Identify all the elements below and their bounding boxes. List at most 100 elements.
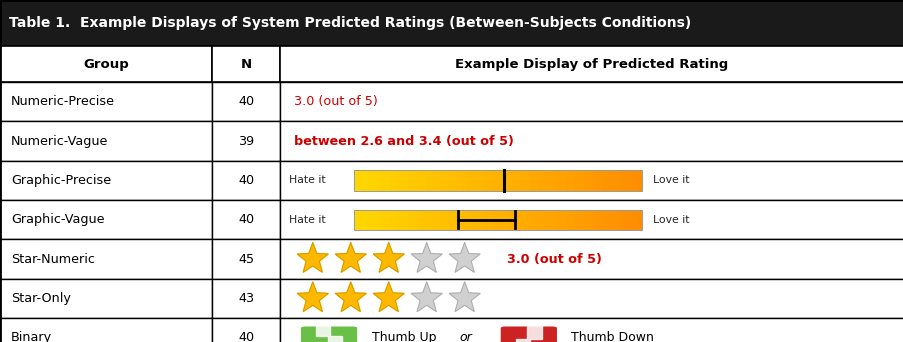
Bar bbox=[548, 170, 552, 190]
Bar bbox=[552, 170, 555, 190]
Bar bbox=[394, 210, 397, 230]
Bar bbox=[598, 170, 602, 190]
Bar bbox=[512, 170, 516, 190]
Text: Graphic-Precise: Graphic-Precise bbox=[11, 174, 111, 187]
Text: Binary: Binary bbox=[11, 331, 51, 342]
Bar bbox=[433, 210, 437, 230]
Bar bbox=[423, 210, 426, 230]
Bar bbox=[559, 210, 563, 230]
Bar bbox=[587, 170, 591, 190]
Text: Graphic-Vague: Graphic-Vague bbox=[11, 213, 104, 226]
Bar bbox=[280, 82, 903, 121]
Bar bbox=[394, 170, 397, 190]
Bar bbox=[612, 170, 617, 190]
Bar bbox=[469, 210, 473, 230]
Bar bbox=[483, 170, 488, 190]
Bar bbox=[358, 170, 361, 190]
Bar bbox=[541, 210, 545, 230]
Bar bbox=[591, 210, 595, 230]
Bar bbox=[376, 170, 379, 190]
Bar bbox=[354, 170, 641, 190]
Bar bbox=[383, 170, 386, 190]
Bar bbox=[530, 210, 534, 230]
Bar bbox=[545, 170, 548, 190]
Text: Star-Only: Star-Only bbox=[11, 292, 70, 305]
Text: 39: 39 bbox=[238, 134, 254, 148]
Bar bbox=[429, 170, 433, 190]
Bar bbox=[472, 210, 477, 230]
Bar bbox=[559, 170, 563, 190]
Polygon shape bbox=[335, 282, 366, 312]
Bar bbox=[552, 210, 555, 230]
Bar bbox=[433, 170, 437, 190]
Bar bbox=[508, 170, 512, 190]
Bar bbox=[212, 82, 280, 121]
Text: Example Display of Predicted Rating: Example Display of Predicted Rating bbox=[455, 57, 728, 71]
Bar bbox=[638, 210, 641, 230]
Bar bbox=[426, 170, 430, 190]
Bar bbox=[280, 46, 903, 82]
Bar bbox=[487, 170, 491, 190]
Bar bbox=[354, 210, 358, 230]
Bar bbox=[548, 210, 552, 230]
Text: N: N bbox=[240, 57, 252, 71]
Bar bbox=[476, 170, 480, 190]
Bar bbox=[0, 318, 212, 342]
Bar bbox=[390, 170, 394, 190]
Bar bbox=[415, 210, 419, 230]
Bar bbox=[627, 210, 631, 230]
Bar bbox=[408, 170, 412, 190]
Bar bbox=[634, 210, 638, 230]
Bar bbox=[379, 210, 383, 230]
Text: or: or bbox=[459, 331, 471, 342]
Bar bbox=[569, 210, 573, 230]
Bar bbox=[469, 170, 473, 190]
Bar bbox=[526, 170, 530, 190]
Bar bbox=[436, 210, 441, 230]
Bar bbox=[447, 170, 452, 190]
Text: 45: 45 bbox=[238, 252, 254, 266]
Bar bbox=[212, 161, 280, 200]
Polygon shape bbox=[449, 282, 479, 312]
FancyBboxPatch shape bbox=[500, 327, 556, 342]
Bar bbox=[512, 210, 516, 230]
Polygon shape bbox=[411, 282, 442, 312]
Bar bbox=[555, 170, 559, 190]
Bar bbox=[619, 210, 624, 230]
Text: Love it: Love it bbox=[652, 215, 688, 225]
Bar bbox=[498, 170, 501, 190]
Bar bbox=[454, 170, 459, 190]
Bar bbox=[361, 170, 365, 190]
Bar bbox=[569, 170, 573, 190]
Polygon shape bbox=[297, 282, 328, 312]
Bar bbox=[534, 210, 537, 230]
Bar bbox=[280, 239, 903, 279]
Bar bbox=[361, 210, 365, 230]
Bar bbox=[583, 170, 588, 190]
Bar bbox=[576, 210, 581, 230]
Bar bbox=[458, 170, 462, 190]
Bar bbox=[501, 210, 505, 230]
Bar bbox=[454, 210, 459, 230]
Bar bbox=[580, 210, 584, 230]
Polygon shape bbox=[335, 243, 366, 272]
Bar bbox=[0, 82, 212, 121]
Bar bbox=[401, 170, 405, 190]
Text: Numeric-Precise: Numeric-Precise bbox=[11, 95, 115, 108]
Text: 40: 40 bbox=[238, 95, 254, 108]
Bar bbox=[619, 170, 624, 190]
Bar bbox=[519, 170, 523, 190]
Text: between 2.6 and 3.4 (out of 5): between 2.6 and 3.4 (out of 5) bbox=[293, 134, 513, 148]
Bar bbox=[541, 170, 545, 190]
Bar bbox=[601, 170, 606, 190]
Bar bbox=[472, 170, 477, 190]
Text: Love it: Love it bbox=[652, 175, 688, 185]
Bar bbox=[386, 170, 390, 190]
Bar bbox=[405, 170, 408, 190]
Bar bbox=[609, 170, 613, 190]
Bar bbox=[368, 170, 372, 190]
Bar bbox=[0, 46, 212, 82]
Bar bbox=[372, 170, 376, 190]
Bar bbox=[630, 170, 635, 190]
Bar bbox=[0, 279, 212, 318]
